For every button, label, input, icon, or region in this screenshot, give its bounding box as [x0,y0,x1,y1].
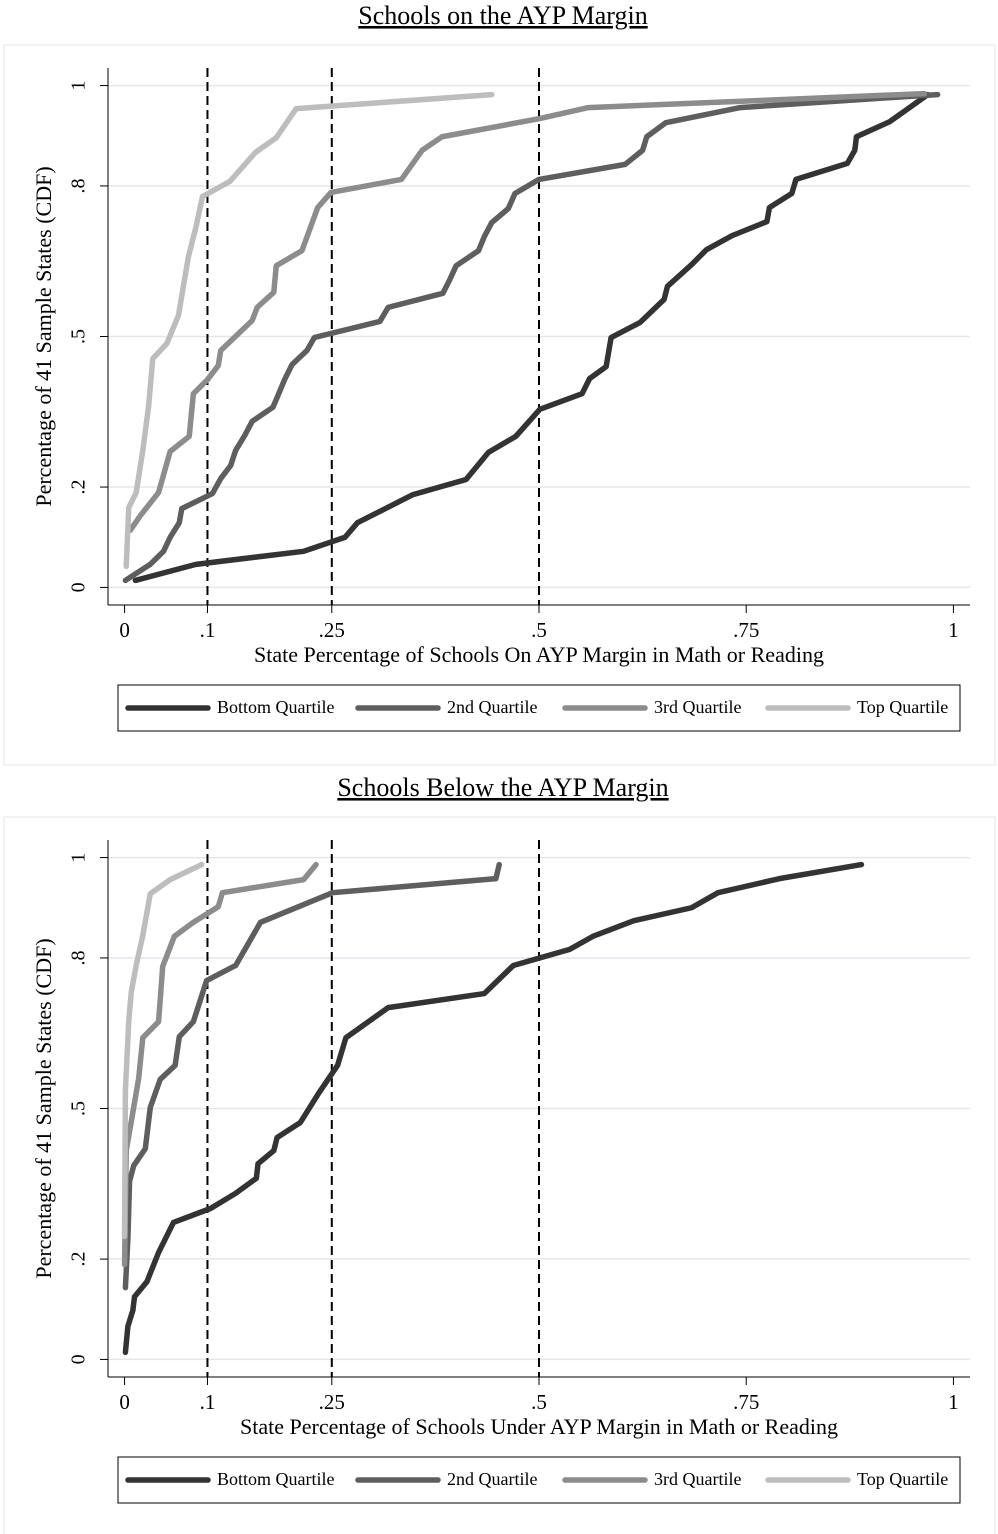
cdf-line [122,861,502,1291]
x-tick-label: 0 [119,1390,130,1414]
legend-label: Top Quartile [857,1469,948,1489]
chart-title: Schools on the AYP Margin [358,1,647,30]
x-tick-label: 1 [948,1390,959,1414]
y-tick-label: .5 [68,1101,90,1116]
panel-border [3,816,996,1534]
x-tick-label: .5 [531,1390,547,1414]
y-tick-label: 0 [68,1354,90,1364]
y-tick-label: .8 [68,950,90,965]
cdf-line [121,861,205,1240]
legend-label: 2nd Quartile [447,1469,537,1489]
cdf-line [122,91,941,584]
y-tick-label: 1 [68,81,90,91]
y-tick-label: .8 [68,178,90,193]
legend-label: Top Quartile [857,697,948,717]
cdf-line [121,861,319,1268]
cdf-line [132,91,931,584]
chart-title: Schools Below the AYP Margin [337,773,668,802]
x-tick-label: .1 [200,1390,216,1414]
legend-label: 3rd Quartile [654,697,741,717]
x-tick-label: 1 [948,618,959,642]
legend-label: 3rd Quartile [654,1469,741,1489]
x-axis-label: State Percentage of Schools Under AYP Ma… [240,1414,838,1439]
legend-label: 2nd Quartile [447,697,537,717]
y-tick-label: .2 [68,1252,90,1267]
y-tick-label: .5 [68,329,90,344]
y-tick-label: 0 [68,582,90,592]
legend-label: Bottom Quartile [217,697,334,717]
x-tick-label: .1 [200,618,216,642]
x-tick-label: .25 [319,618,345,642]
y-axis-label: Percentage of 41 Sample States (CDF) [31,166,56,506]
x-tick-label: .75 [733,618,759,642]
x-tick-label: .25 [319,1390,345,1414]
cdf-line [127,90,928,533]
y-tick-label: .2 [68,480,90,495]
legend-label: Bottom Quartile [217,1469,334,1489]
cdf-line [123,91,495,570]
y-tick-label: 1 [68,853,90,863]
x-axis-label: State Percentage of Schools On AYP Margi… [254,642,824,667]
panel-border [3,44,996,766]
cdf-line [122,861,865,1356]
x-tick-label: .5 [531,618,547,642]
y-axis-label: Percentage of 41 Sample States (CDF) [31,938,56,1278]
x-tick-label: .75 [733,1390,759,1414]
x-tick-label: 0 [119,618,130,642]
